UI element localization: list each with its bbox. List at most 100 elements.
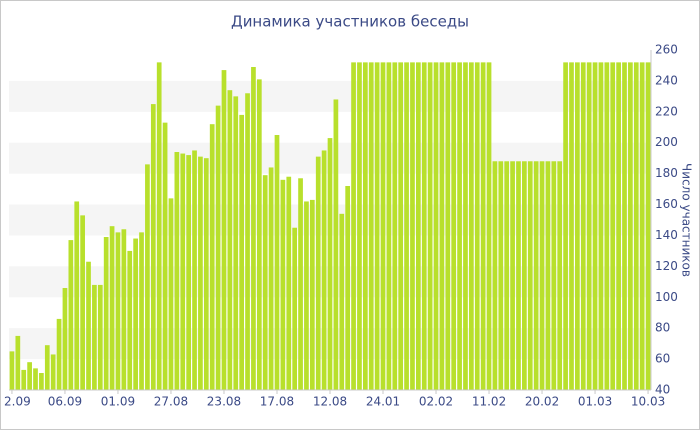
bar	[192, 150, 197, 390]
x-tick-label: 12.08	[313, 395, 347, 409]
bar	[44, 345, 50, 390]
bar	[604, 62, 610, 390]
bar	[527, 161, 533, 390]
bar	[374, 62, 380, 390]
y-tick-label: 200	[655, 135, 678, 149]
bar	[539, 161, 545, 390]
bar	[639, 62, 645, 390]
bar	[145, 164, 150, 390]
bar	[221, 70, 227, 390]
bar	[545, 161, 551, 390]
x-tick-label: 10.03	[631, 395, 665, 409]
chart-title: Динамика участников беседы	[231, 13, 469, 31]
bar	[333, 99, 339, 391]
x-tick-label: 2.09	[4, 395, 31, 409]
bar	[392, 62, 398, 390]
bar	[469, 62, 474, 390]
bar	[510, 161, 515, 390]
bar	[357, 62, 362, 390]
bar	[551, 161, 557, 390]
y-tick-label: 240	[655, 73, 678, 87]
y-tick-label: 220	[655, 104, 678, 118]
bar	[628, 62, 633, 390]
bar	[451, 62, 457, 390]
x-tick-label: 23.08	[207, 395, 241, 409]
bar	[404, 62, 409, 390]
bar	[174, 152, 180, 390]
bar	[339, 213, 345, 390]
bar	[362, 62, 368, 390]
bar	[280, 179, 286, 390]
bar	[103, 237, 109, 390]
bar	[168, 198, 174, 390]
bar	[50, 354, 56, 390]
y-tick-label: 260	[655, 43, 678, 57]
bar	[321, 150, 327, 390]
bar	[86, 261, 91, 390]
bar	[563, 62, 568, 390]
bar	[622, 62, 627, 390]
bar	[498, 161, 504, 390]
bar	[522, 161, 527, 390]
x-tick-label: 20.02	[525, 395, 559, 409]
bar	[463, 62, 468, 390]
bar	[557, 161, 563, 390]
bar	[115, 232, 121, 390]
bar	[445, 62, 451, 390]
y-tick-label: 120	[655, 259, 678, 273]
x-tick-label: 24.01	[366, 395, 400, 409]
bar	[351, 62, 356, 390]
bar	[198, 156, 203, 390]
bar	[239, 114, 245, 390]
bar	[575, 62, 580, 390]
y-tick-label: 180	[655, 166, 678, 180]
bar	[327, 138, 333, 390]
bar	[68, 240, 74, 390]
y-tick-label: 40	[655, 383, 670, 397]
bar	[227, 90, 233, 390]
bar	[268, 167, 274, 390]
bar	[598, 62, 604, 390]
bar	[92, 284, 97, 390]
bar	[415, 62, 421, 390]
bar	[109, 226, 115, 390]
bar	[645, 62, 651, 390]
bar	[274, 135, 280, 390]
bar	[616, 62, 621, 390]
bar	[315, 156, 321, 390]
bar	[262, 175, 268, 390]
bar	[203, 158, 209, 390]
bar	[127, 250, 133, 390]
bar	[209, 124, 215, 390]
bar	[180, 153, 186, 390]
bar	[9, 351, 15, 390]
bar	[380, 62, 386, 390]
bar	[439, 62, 445, 390]
bar	[39, 373, 44, 390]
bar	[156, 62, 162, 390]
bar	[286, 176, 292, 390]
bar	[62, 288, 68, 390]
bar	[121, 229, 127, 390]
bar	[610, 62, 616, 390]
bar	[15, 335, 21, 390]
x-tick-label: 06.09	[48, 395, 82, 409]
bar	[569, 62, 574, 390]
bar	[245, 93, 250, 390]
bar	[398, 62, 404, 390]
bar	[421, 62, 427, 390]
bar	[56, 318, 62, 390]
bar	[233, 96, 239, 390]
x-tick-label: 02.02	[419, 395, 453, 409]
bar	[633, 62, 639, 390]
y-tick-label: 160	[655, 197, 678, 211]
bar	[309, 199, 315, 390]
bar	[304, 201, 309, 390]
bar	[486, 62, 492, 390]
bar	[386, 62, 392, 390]
bar	[427, 62, 433, 390]
bar	[592, 62, 598, 390]
x-tick-label: 11.02	[472, 395, 506, 409]
bar	[474, 62, 480, 390]
